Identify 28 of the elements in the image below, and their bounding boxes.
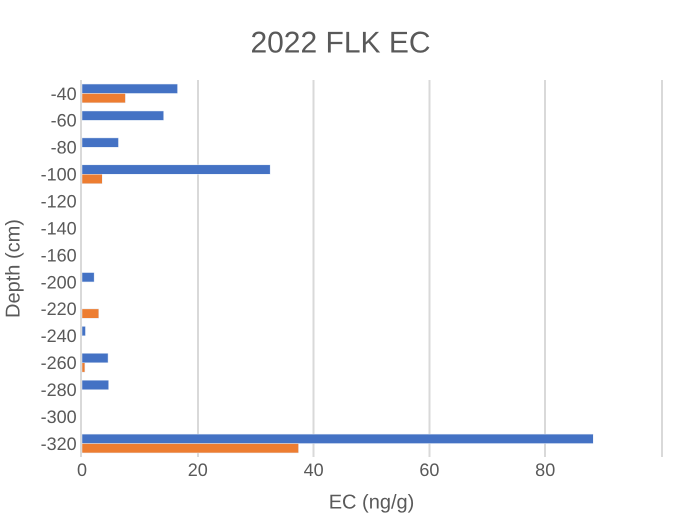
y-tick-label: -120 <box>40 191 77 212</box>
y-tick-label: -220 <box>40 299 77 320</box>
y-tick-label: -60 <box>50 110 77 131</box>
y-tick-label: -300 <box>40 406 77 427</box>
bar <box>82 308 100 319</box>
y-tick-label: -260 <box>40 353 77 374</box>
bar <box>82 138 119 148</box>
y-tick-label: -80 <box>50 138 77 158</box>
x-tick-label: 40 <box>304 460 324 480</box>
y-axis-title: Depth (cm) <box>2 219 25 318</box>
y-tick-label: -40 <box>50 84 77 104</box>
chart-title: 2022 FLK EC <box>250 26 431 60</box>
bar <box>82 326 86 336</box>
x-tick-label: 80 <box>535 460 556 480</box>
y-tick-label: -320 <box>40 434 77 454</box>
bar <box>82 272 94 282</box>
y-tick-label: -200 <box>40 272 77 292</box>
y-tick-label: -240 <box>40 326 77 346</box>
y-tick-label: -100 <box>40 164 77 185</box>
bar <box>82 110 164 121</box>
y-tick-label: -140 <box>40 218 77 238</box>
x-axis-title: EC (ng/g) <box>328 492 414 514</box>
x-tick-label: 60 <box>419 460 440 480</box>
y-tick-label: -160 <box>40 245 77 266</box>
y-tick-label: -280 <box>40 380 77 400</box>
x-tick-label: 20 <box>188 460 208 480</box>
bar <box>82 380 109 390</box>
x-tick-label: 0 <box>76 460 88 480</box>
